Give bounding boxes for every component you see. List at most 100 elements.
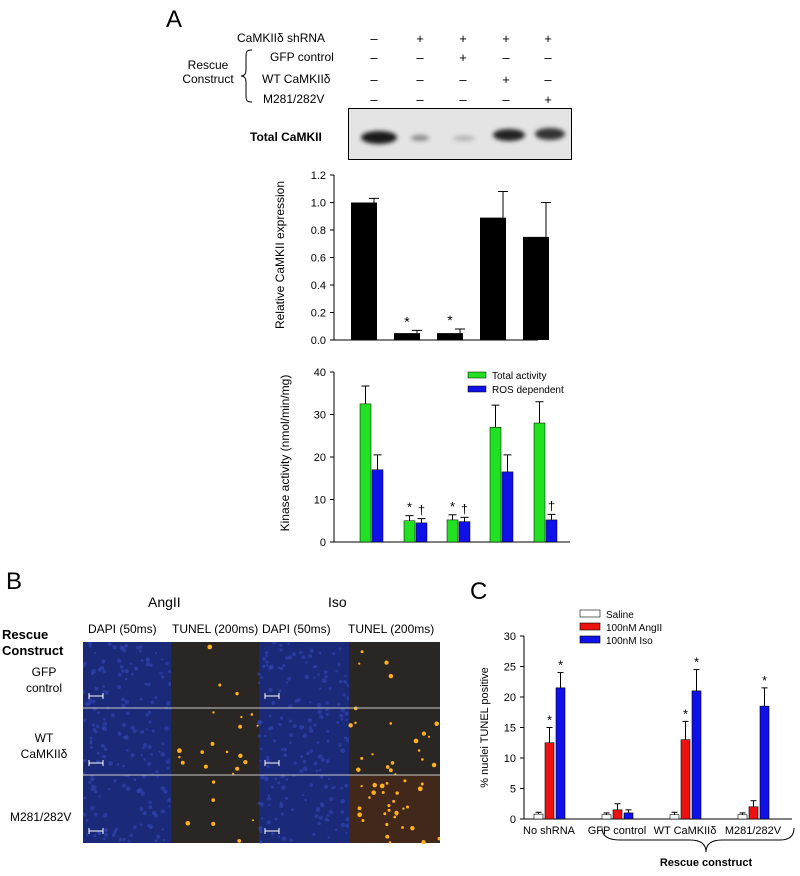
nucleus [285,778,289,781]
x-tick-label: M281/282V [725,825,782,837]
nucleus [312,832,316,837]
nucleus [139,823,143,827]
nucleus [327,836,331,839]
panel-label-c: C [470,578,488,605]
significance-mark: * [762,673,767,688]
nucleus [160,752,165,757]
tunel-image [171,708,259,775]
tunel-glow [349,775,440,843]
nucleus [117,672,122,677]
tunel-image [349,642,440,708]
nucleus [89,805,95,811]
blot-band-3 [453,136,475,141]
nucleus [132,729,137,734]
nucleus [89,745,93,750]
nucleus [124,699,129,704]
nucleus [101,743,105,748]
nucleus [260,775,265,780]
nucleus [325,759,330,764]
tunel-dot [211,798,216,802]
nucleus [145,657,151,662]
tunel-dot [360,756,364,760]
condition-label-gfp: GFP control [270,50,334,64]
nucleus [83,758,87,763]
nucleus [304,674,310,680]
nucleus [308,726,312,729]
nucleus [104,832,109,837]
nucleus [326,813,330,817]
y-axis-label: % nuclei TUNEL positive [479,667,491,787]
tunel-dot [401,826,404,829]
nucleus [339,713,344,718]
nucleus [317,703,322,708]
nucleus [291,808,295,812]
y-tick-label: 20 [504,692,516,704]
tunel-dot [237,838,242,843]
tunel-image [171,775,259,843]
nucleus [168,669,172,673]
nucleus [263,734,267,738]
nucleus [271,785,274,789]
nucleus [101,659,106,664]
nucleus [317,673,320,676]
nucleus [132,825,137,830]
row-header: Rescue Construct [2,627,63,659]
bar-ros-dependent [545,519,558,543]
nucleus [328,687,332,691]
kinase-chart: 0 10 20 30 40 * † * † † Total activity ROS dependen… [314,367,570,549]
nucleus [151,729,155,733]
nucleus [266,765,270,769]
nucleus [283,747,287,752]
nucleus [279,648,283,652]
condition-mark: – [459,72,467,87]
tunel-dot [177,748,182,754]
nucleus [88,645,92,648]
tunel-dot [372,782,377,788]
nucleus [278,689,282,693]
nucleus [110,712,115,718]
tunel-dot [357,812,363,818]
tunel-dot [354,721,357,725]
nucleus [278,722,282,727]
nucleus [257,801,261,806]
nucleus [102,717,106,721]
nucleus [345,718,349,722]
y-tick-label: 25 [504,662,516,674]
x-tick-label: No shRNA [523,825,576,837]
nucleus [304,798,308,802]
tunel-dot [361,819,365,823]
nucleus [111,832,116,837]
nucleus [166,766,170,770]
condition-mark: – [416,50,424,65]
nucleus [318,815,323,820]
nucleus [277,666,281,669]
nucleus [102,689,106,693]
condition-mark: – [544,50,552,65]
nucleus [129,833,134,838]
tunel-dot [252,819,255,822]
condition-mark: – [502,50,510,65]
legend-label: 100nM Iso [606,636,653,647]
nucleus [122,783,126,788]
y-tick-label: 20 [314,452,326,464]
condition-mark: – [502,92,510,107]
tunel-dot [388,673,394,679]
nucleus [93,834,97,838]
row-header-line2: Construct [2,643,64,658]
nucleus [148,720,152,724]
nucleus [139,697,143,701]
nucleus [160,786,166,791]
nucleus [121,669,125,673]
nucleus [259,829,263,834]
legend-label: Total activity [492,371,546,382]
nucleus [289,741,292,745]
nucleus [267,794,271,797]
nucleus [91,699,96,704]
bar-100nm-angii [680,739,691,820]
nucleus [91,723,96,727]
nucleus [259,840,263,844]
rescue-label-line1: Rescue [187,58,229,72]
condition-mark: + [459,50,467,65]
nucleus [138,649,142,653]
nucleus [279,643,283,647]
